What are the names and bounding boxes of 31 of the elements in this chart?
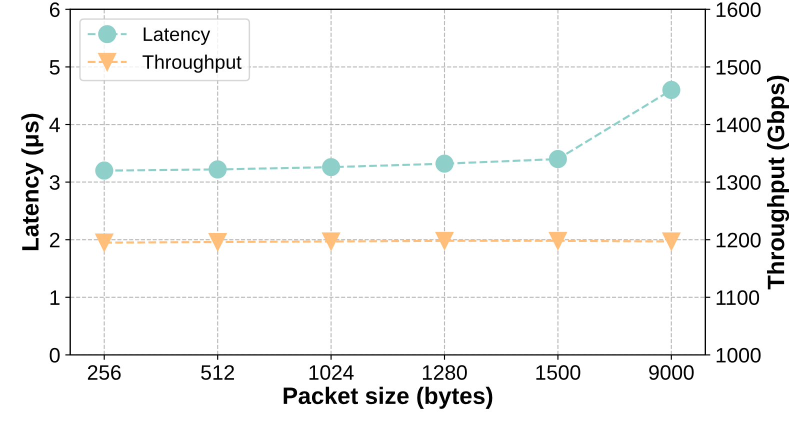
x-axis-title: Packet size (bytes) [284, 386, 492, 409]
point [435, 154, 454, 173]
point [662, 80, 680, 99]
x-tick-label: 512 [201, 365, 234, 380]
y2-tick-label: 1300 [716, 175, 761, 190]
x-tick-label: 1500 [536, 365, 580, 380]
y-tick-label: 3 [50, 175, 60, 190]
y-tick-label: 2 [50, 232, 60, 248]
x-tick-label: 9000 [649, 365, 694, 380]
y-tick-label: 6 [50, 2, 60, 18]
legend-label: Throughput [142, 54, 242, 73]
y-tick-label: 4 [49, 118, 60, 132]
y2-tick-label: 1100 [716, 290, 760, 306]
y-tick-label: 1 [50, 290, 60, 305]
y-tick-label: 5 [50, 60, 60, 75]
y-tick-label: 0 [50, 348, 60, 363]
point [208, 160, 227, 178]
y2-tick-label: 1000 [716, 348, 761, 363]
y2-axis-title: Throughput (Gbps) [766, 76, 789, 290]
x-tick-label: 1280 [422, 365, 467, 380]
x-tick-label: 256 [88, 365, 121, 380]
point [95, 162, 114, 180]
y2-tick-label: 1200 [716, 232, 761, 248]
y-axis-title: Latency (μs) [21, 114, 44, 250]
y2-tick-label: 1400 [716, 118, 761, 132]
point [322, 158, 340, 176]
point [548, 150, 567, 168]
y2-tick-label: 1600 [716, 2, 761, 18]
y2-tick-label: 1500 [716, 60, 761, 75]
legend-label: Latency [144, 28, 210, 45]
x-tick-label: 1024 [310, 365, 354, 380]
